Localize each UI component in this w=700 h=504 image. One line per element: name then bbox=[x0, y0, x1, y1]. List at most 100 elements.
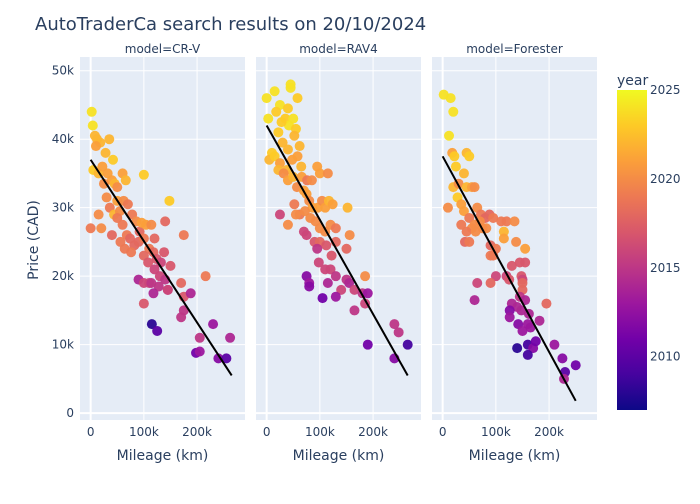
data-point bbox=[464, 151, 475, 162]
data-point bbox=[146, 278, 157, 289]
plot-area bbox=[80, 57, 245, 420]
trendline bbox=[89, 159, 233, 377]
data-point bbox=[449, 151, 460, 162]
data-point bbox=[448, 106, 459, 117]
x-axis-label: Mileage (km) bbox=[117, 448, 209, 464]
data-point bbox=[289, 130, 300, 141]
data-point bbox=[325, 264, 336, 275]
chart-title: AutoTraderCa search results on 20/10/202… bbox=[35, 14, 426, 35]
data-point bbox=[194, 332, 205, 343]
y-tick-label: 50k bbox=[52, 64, 74, 78]
trendline bbox=[441, 155, 577, 402]
data-point bbox=[317, 293, 328, 304]
data-point bbox=[360, 271, 371, 282]
data-point bbox=[458, 168, 469, 179]
scatter-points bbox=[438, 89, 581, 384]
x-tick-label: 100k bbox=[481, 425, 511, 439]
data-point bbox=[322, 278, 333, 289]
data-point bbox=[288, 171, 299, 182]
data-point bbox=[530, 336, 541, 347]
facet-title: model=CR-V bbox=[125, 42, 201, 56]
data-point bbox=[276, 117, 287, 128]
colorbar: year 2025 2020 2015 2010 bbox=[617, 73, 681, 410]
data-point bbox=[208, 319, 219, 330]
x-axis-label: Mileage (km) bbox=[469, 448, 561, 464]
data-point bbox=[322, 168, 333, 179]
data-point bbox=[294, 141, 305, 152]
data-point bbox=[517, 278, 528, 289]
data-point bbox=[516, 305, 527, 316]
data-point bbox=[464, 236, 475, 247]
data-point bbox=[456, 219, 467, 230]
data-point bbox=[541, 298, 552, 309]
data-point bbox=[506, 260, 517, 271]
data-point bbox=[313, 257, 324, 268]
data-point bbox=[292, 151, 303, 162]
data-point bbox=[304, 281, 315, 292]
data-point bbox=[285, 82, 296, 93]
data-point bbox=[520, 243, 531, 254]
data-point bbox=[149, 233, 160, 244]
x-tick-label: 0 bbox=[439, 425, 447, 439]
data-point bbox=[100, 147, 111, 158]
data-point bbox=[442, 202, 453, 213]
data-point bbox=[108, 154, 118, 165]
data-point bbox=[269, 151, 280, 162]
data-point bbox=[512, 343, 523, 354]
colorbar-ticks: 2025 2020 2015 2010 bbox=[650, 83, 681, 364]
data-point bbox=[225, 332, 236, 343]
data-point bbox=[498, 226, 509, 237]
data-point bbox=[160, 216, 171, 227]
data-point bbox=[336, 284, 347, 295]
data-point bbox=[282, 144, 293, 155]
data-point bbox=[200, 271, 211, 282]
data-point bbox=[122, 199, 133, 210]
data-point bbox=[534, 315, 545, 326]
x-tick-label: 0 bbox=[87, 425, 95, 439]
data-point bbox=[176, 278, 187, 289]
x-tick-label: 200k bbox=[358, 425, 388, 439]
data-point bbox=[349, 305, 360, 316]
data-point bbox=[213, 353, 224, 364]
data-point bbox=[87, 120, 98, 131]
data-point bbox=[126, 247, 137, 258]
data-point bbox=[90, 141, 101, 152]
x-tick-label: 100k bbox=[129, 425, 159, 439]
data-point bbox=[269, 86, 280, 97]
data-point bbox=[261, 93, 272, 104]
facet-panel: 0 100k 200k model=RAV4 Mileage (km) bbox=[256, 42, 421, 464]
data-point bbox=[517, 325, 528, 336]
data-point bbox=[97, 161, 108, 172]
data-point bbox=[330, 223, 341, 234]
data-point bbox=[362, 288, 373, 299]
data-point bbox=[362, 339, 373, 350]
facet-panels: 0 100k 200k 0 10k 20k 30k 40k 50k model=CR-V Milea… bbox=[52, 42, 597, 464]
data-point bbox=[138, 298, 149, 309]
data-point bbox=[501, 216, 512, 227]
data-point bbox=[273, 127, 284, 138]
data-point bbox=[327, 199, 338, 210]
data-point bbox=[344, 230, 355, 241]
data-point bbox=[326, 250, 337, 261]
data-point bbox=[117, 219, 128, 230]
y-axis-label: Price (CAD) bbox=[26, 200, 42, 280]
x-tick-label: 0 bbox=[263, 425, 271, 439]
data-point bbox=[549, 339, 560, 350]
data-point bbox=[288, 113, 299, 124]
data-point bbox=[342, 202, 353, 213]
data-point bbox=[289, 199, 300, 210]
data-point bbox=[464, 212, 475, 223]
data-point bbox=[498, 233, 509, 244]
data-point bbox=[152, 325, 163, 336]
y-tick-label: 20k bbox=[52, 269, 74, 283]
data-point bbox=[330, 271, 341, 282]
data-point bbox=[290, 209, 301, 220]
data-point bbox=[282, 219, 293, 230]
data-point bbox=[299, 206, 310, 217]
data-point bbox=[292, 93, 303, 104]
data-point bbox=[458, 206, 469, 217]
data-point bbox=[96, 223, 107, 234]
scatter-points bbox=[261, 79, 413, 364]
data-point bbox=[504, 305, 515, 316]
data-point bbox=[444, 130, 455, 141]
